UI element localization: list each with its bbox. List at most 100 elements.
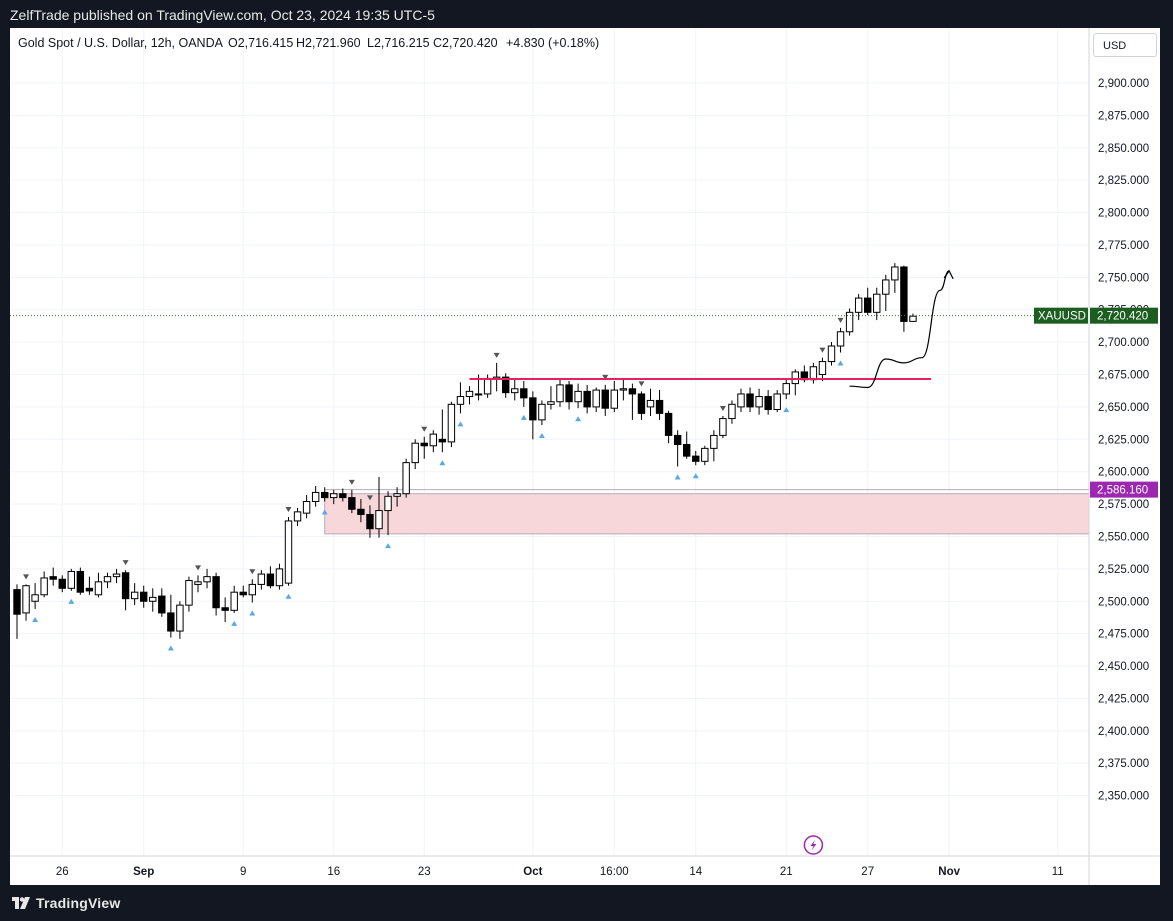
projection-arrowhead [943,269,954,280]
x-tick-label: 11 [1052,866,1064,878]
pivot-low-marker [837,360,844,366]
pivot-low-marker [167,645,174,651]
candle-body [447,403,456,443]
level-tag-label: 2,586.160 [1097,485,1148,497]
candle-body [402,462,410,495]
price-tag-label: 2,720.420 [1097,311,1148,323]
level-price-tag: 2,586.160 [1090,481,1158,498]
pivot-low-marker [692,473,699,479]
candle-body [167,612,175,632]
candlestick-chart[interactable]: 2,350.000 2,375.000 2,400.000 2,425.000 2,45… [10,28,1160,885]
candle-body [465,390,474,398]
candle-body [502,376,510,394]
candle-body [601,389,609,409]
lightning-icon-ring [803,835,824,855]
candle-body [393,493,401,497]
candle-body [321,491,329,499]
candle-body [854,297,863,313]
candle-body [637,393,646,414]
candle-body [719,418,727,436]
pivot-high-marker [285,507,292,513]
chart-panel[interactable]: 2,350.000 2,375.000 2,400.000 2,425.000 2,45… [10,28,1160,885]
drawings-layer [10,269,1089,389]
candle-body [619,388,628,391]
candle-body [511,388,519,394]
pivot-low-marker [575,416,582,422]
pivot-high-marker [421,426,428,432]
candle-body [592,389,600,408]
candle-body [909,315,917,322]
projection-path [849,270,950,389]
pivot-low-marker [32,617,39,623]
candle-body [158,595,166,614]
candle-body [728,403,736,420]
candle-body [239,591,247,596]
candle-body [357,508,365,515]
pivot-high-marker [837,317,844,323]
candle-body [845,311,854,333]
candle-body [13,589,21,615]
candle-body [212,576,220,609]
x-tick-label: 26 [56,866,69,878]
candle-body [483,377,492,395]
candle-body [755,396,763,408]
pivot-low-marker [68,598,75,604]
candle-body [348,497,356,510]
pivot-low-marker [249,610,256,616]
candle-body [818,361,827,376]
candle-body [773,393,781,411]
pivot-low-marker [231,620,238,626]
y-tick-label: 2,825.000 [1098,175,1149,187]
candle-body [58,578,66,589]
legend-open: O2,716.415 [228,36,293,50]
tradingview-logo[interactable]: TradingView [12,895,120,911]
pivot-high-marker [602,374,609,380]
candle-body [221,607,229,611]
candle-body [456,396,465,405]
candle-body [809,366,818,381]
candle-body [882,279,890,295]
candle-body [547,401,555,405]
candle-body [103,576,112,583]
y-tick-label: 2,850.000 [1098,143,1149,155]
candle-body [67,570,75,589]
pivot-low-marker [385,543,392,549]
gridlines [10,28,1089,856]
candle-body [293,511,302,522]
candle-body [646,399,655,408]
candle-body [366,513,374,530]
pivot-low-marker [520,414,527,420]
y-tick-label: 2,800.000 [1098,208,1149,220]
candle-body [692,455,700,462]
lightning-icon [803,835,824,855]
pivot-low-marker [783,407,790,413]
y-tick-label: 2,875.000 [1098,110,1149,122]
x-tick-label: 14 [689,866,702,878]
candle-body [655,399,664,414]
currency-button[interactable]: USD [1093,33,1157,57]
candle-body [683,443,691,457]
y-tick-label: 2,475.000 [1098,629,1149,641]
y-tick-label: 2,775.000 [1098,240,1149,252]
candle-body [275,568,284,587]
candle-body [85,587,94,592]
lightning-icon-bolt [810,840,817,850]
y-tick-label: 2,525.000 [1098,564,1149,576]
y-tick-label: 2,450.000 [1098,661,1149,673]
y-tick-label: 2,625.000 [1098,434,1149,446]
candle-body [375,510,383,530]
candle-body [556,384,564,403]
y-tick-label: 2,350.000 [1098,791,1149,803]
candle-body [330,493,338,499]
pivot-high-marker [348,479,355,485]
candle-body [22,585,30,614]
current-price-tag: XAUUSD 2,720.420 [1034,307,1158,324]
candle-body [76,570,85,593]
pivot-high-marker [493,352,500,358]
pivot-markers-layer [23,317,844,651]
y-tick-label: 2,900.000 [1098,78,1149,90]
candle-body [40,577,48,596]
candle-body [891,266,899,281]
candle-body [474,393,483,396]
candle-body [339,493,347,499]
